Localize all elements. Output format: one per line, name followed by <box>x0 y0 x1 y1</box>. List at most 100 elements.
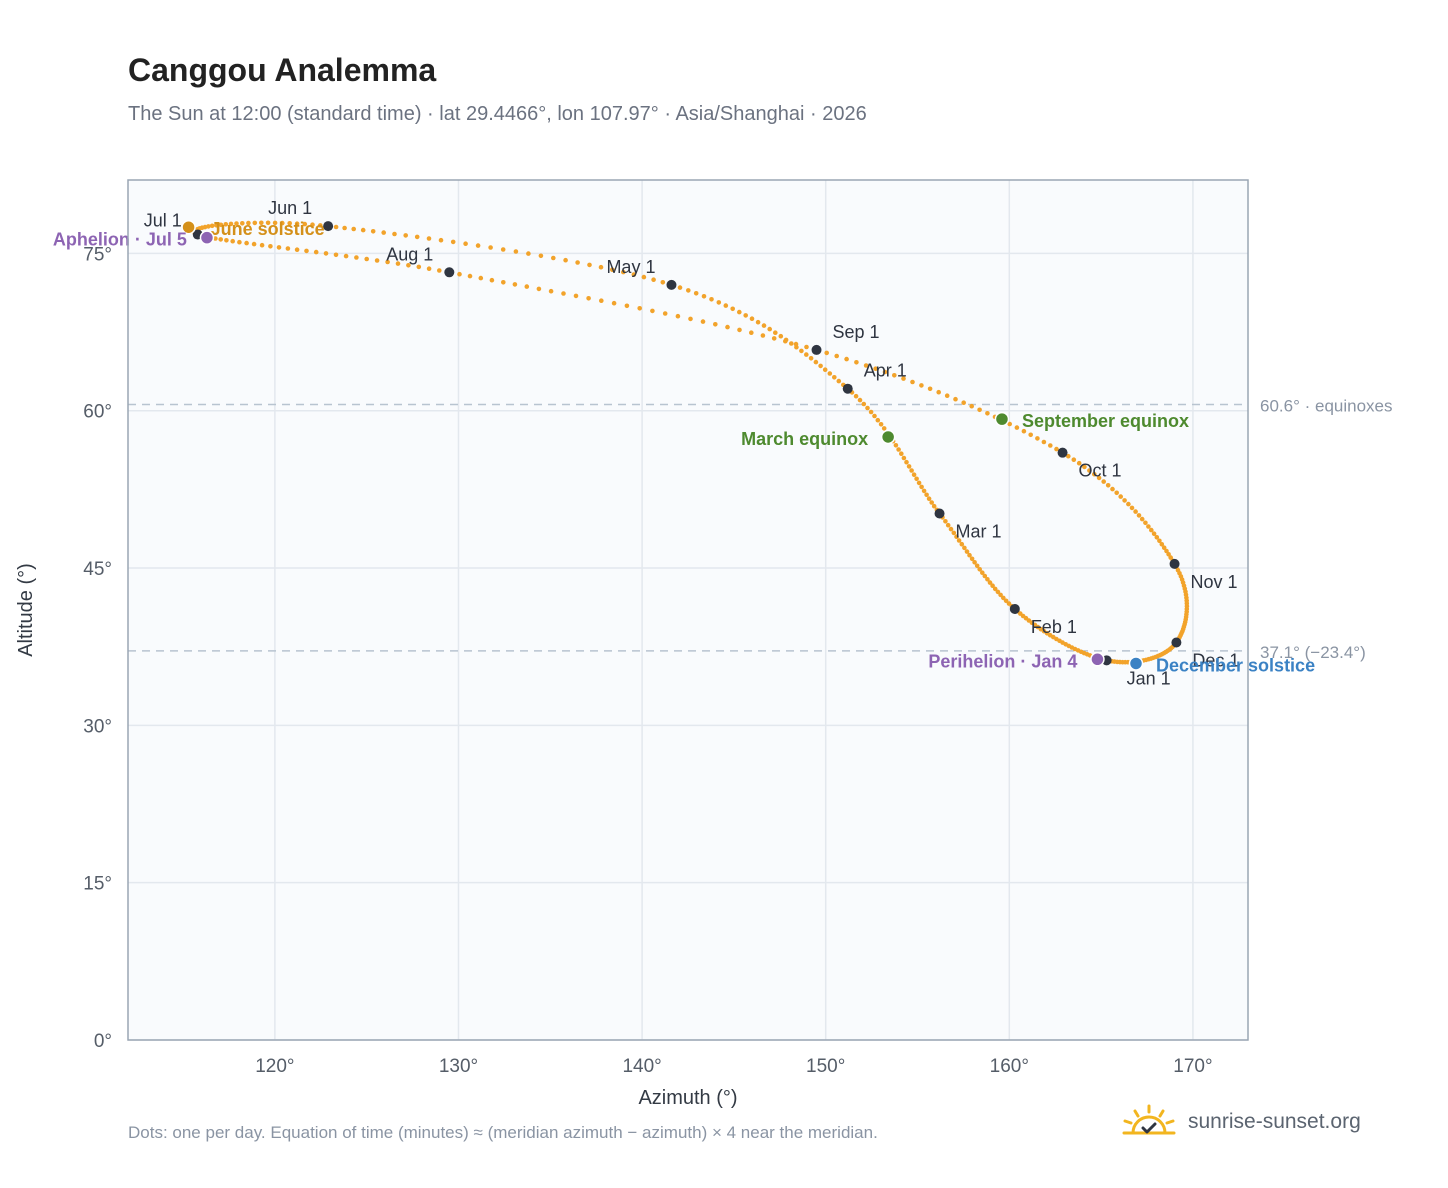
daily-dot <box>865 405 870 411</box>
x-tick-label: 150° <box>806 1056 845 1077</box>
daily-dot <box>716 300 722 305</box>
daily-dot <box>416 264 422 270</box>
daily-dot <box>881 426 887 431</box>
daily-dot <box>1164 548 1169 554</box>
daily-dot <box>587 262 592 268</box>
month-marker <box>666 279 677 290</box>
daily-dot <box>836 378 842 384</box>
daily-dot <box>904 459 909 465</box>
daily-dot <box>1092 471 1097 477</box>
daily-dot <box>992 586 998 592</box>
month-label: Apr 1 <box>864 361 907 381</box>
event-markers: June solstice December solstice March equi… <box>53 219 1315 675</box>
month-label: Nov 1 <box>1191 572 1238 592</box>
daily-dot <box>1087 468 1092 473</box>
daily-dot <box>749 330 754 336</box>
event-marker <box>1090 652 1105 667</box>
chart-title: Canggou Analemma <box>128 52 437 88</box>
daily-dot <box>827 371 833 376</box>
daily-dot <box>244 240 249 246</box>
daily-dot <box>1161 545 1167 550</box>
daily-dot <box>403 233 409 238</box>
daily-dot <box>294 247 300 252</box>
daily-dot <box>351 226 357 232</box>
daily-dot <box>463 241 468 246</box>
daily-dot <box>995 589 1001 595</box>
daily-dot <box>977 567 982 572</box>
daily-dot <box>370 229 376 234</box>
daily-dot <box>561 291 566 296</box>
y-tick-label: 30° <box>83 716 112 737</box>
daily-dot <box>910 379 915 385</box>
daily-dot <box>218 222 224 228</box>
daily-dot <box>964 549 970 554</box>
daily-dot <box>760 333 766 338</box>
daily-dot <box>972 560 977 565</box>
footnote: Dots: one per day. Equation of time (min… <box>128 1123 878 1142</box>
daily-dot <box>285 246 291 251</box>
daily-dot <box>501 280 506 285</box>
daily-dot <box>209 223 215 229</box>
month-label: Jan 1 <box>1127 668 1171 688</box>
daily-dot <box>343 253 349 259</box>
daily-dot <box>954 534 959 539</box>
daily-dot <box>804 352 809 357</box>
daily-dot <box>974 563 980 569</box>
daily-dot <box>563 257 568 263</box>
daily-dot <box>789 341 794 346</box>
event-label: December solstice <box>1156 655 1315 675</box>
daily-dot <box>985 577 990 582</box>
daily-dot <box>489 277 495 283</box>
daily-dot <box>318 223 323 228</box>
daily-dot <box>624 303 630 309</box>
daily-dot <box>882 369 888 375</box>
daily-dot <box>573 293 579 299</box>
daily-dot <box>998 592 1003 598</box>
daily-dot <box>259 220 264 226</box>
daily-dot <box>713 322 718 327</box>
daily-dot <box>924 492 929 498</box>
daily-dot <box>313 249 319 255</box>
daily-dot <box>364 256 370 262</box>
daily-dot <box>230 238 235 244</box>
daily-dot <box>1166 552 1171 557</box>
daily-dot <box>677 285 683 290</box>
daily-dot <box>1066 453 1071 459</box>
daily-dot <box>1007 421 1012 427</box>
daily-dot <box>730 306 735 312</box>
daily-dot <box>214 223 219 228</box>
daily-dot <box>1035 436 1040 441</box>
daily-dot <box>1154 535 1160 540</box>
daily-dot <box>385 259 390 265</box>
event-label: September equinox <box>1022 411 1189 431</box>
daily-dot <box>1159 542 1165 547</box>
brand-logo[interactable]: sunrise-sunset.org <box>1120 1102 1361 1142</box>
daily-dot <box>834 353 839 359</box>
daily-dot <box>945 522 951 528</box>
sun-logo-icon <box>1122 1104 1176 1135</box>
daily-dot <box>701 294 707 299</box>
daily-dot <box>252 220 258 226</box>
daily-dot <box>967 552 972 558</box>
y-tick-label: 75° <box>83 244 112 265</box>
month-label: May 1 <box>606 257 655 277</box>
daily-dot <box>818 363 823 369</box>
daily-dot <box>822 367 828 373</box>
daily-dot <box>773 330 778 336</box>
daily-dot <box>268 244 273 249</box>
daily-dot <box>778 333 784 339</box>
daily-dot <box>977 407 982 413</box>
daily-dot <box>637 306 642 311</box>
month-marker <box>1169 558 1180 569</box>
y-tick-label: 60° <box>83 402 112 423</box>
month-marker <box>1009 603 1020 614</box>
daily-dot <box>526 251 531 256</box>
event-marker <box>880 429 896 445</box>
reference-line-label: 37.1° (−23.4°) <box>1260 643 1366 662</box>
daily-dot <box>599 298 604 304</box>
daily-dot <box>406 263 411 268</box>
brand-name: sunrise-sunset.org <box>1188 1110 1361 1133</box>
daily-dot <box>662 311 668 316</box>
daily-dot <box>259 242 265 248</box>
daily-dot <box>512 282 518 287</box>
